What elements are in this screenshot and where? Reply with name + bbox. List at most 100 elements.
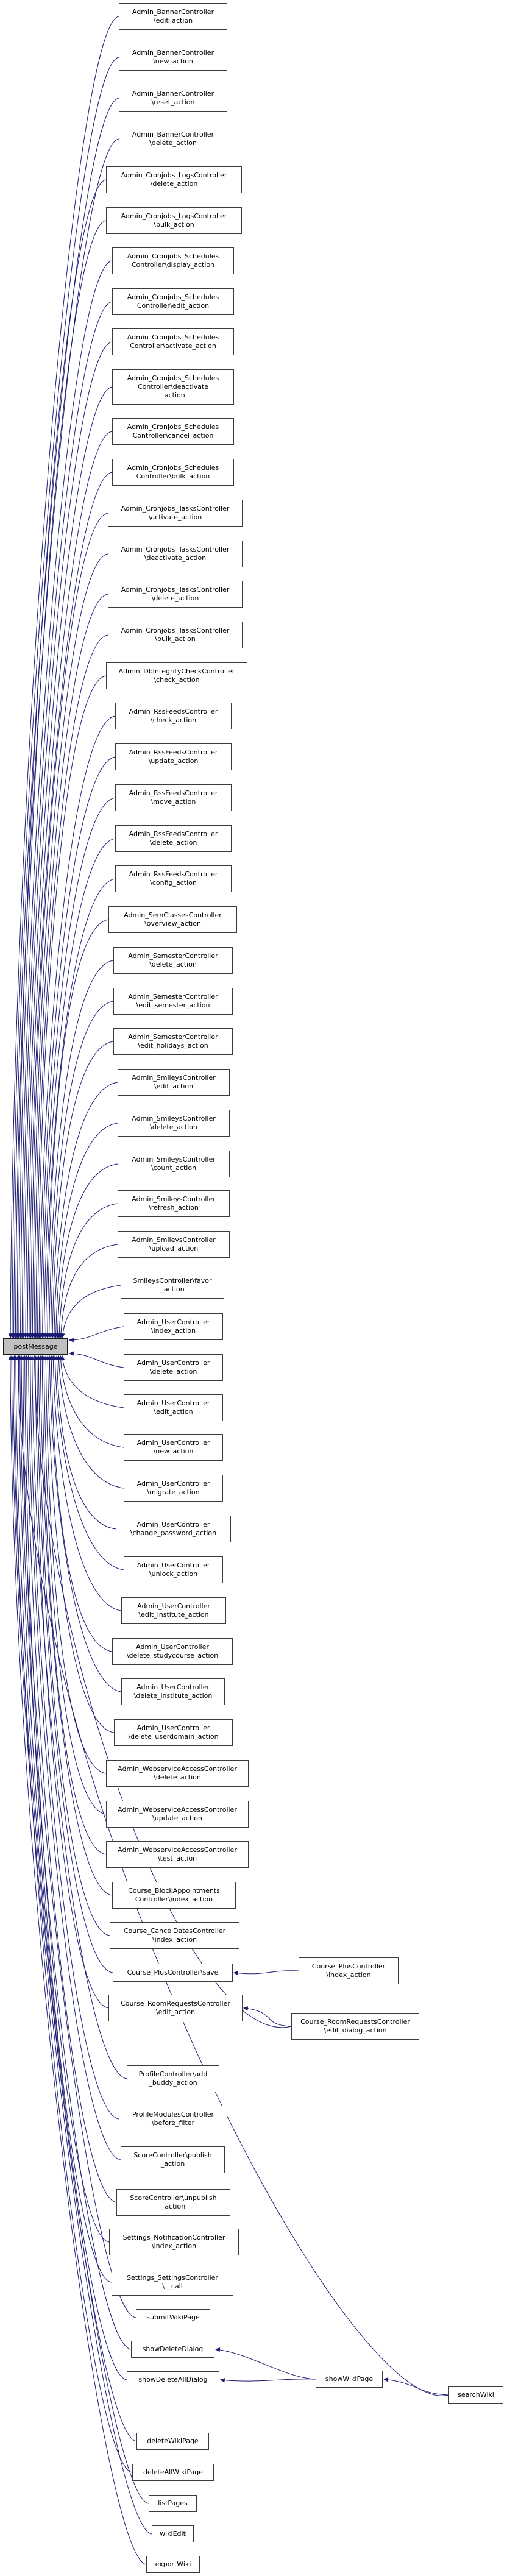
graph-node-n62[interactable]: listPages [149,2495,197,2512]
graph-node-n26[interactable]: Admin_SemesterController \edit_holidays_… [113,1028,233,1055]
edge [25,431,113,1339]
graph-node-n28[interactable]: Admin_SmileysController \delete_action [118,1110,230,1137]
edge [49,1355,113,1652]
edge [10,1355,149,2504]
graph-node-n36[interactable]: Admin_UserController \new_action [124,1434,223,1461]
edge [9,1355,152,2535]
graph-node-n22[interactable]: Admin_RssFeedsController \config_action [115,865,232,892]
edge [55,1163,118,1339]
graph-node-n56[interactable]: Settings_SettingsController \__call [112,2269,233,2296]
graph-node-n67[interactable]: showWikiPage [316,2371,383,2388]
graph-node-n4[interactable]: Admin_BannerController \delete_action [119,126,227,152]
graph-node-n37[interactable]: Admin_UserController \migrate_action [124,1475,223,1502]
edge [8,1355,147,2565]
graph-node-n11[interactable]: Admin_Cronjobs_Schedules Controller\canc… [112,418,234,445]
edge [23,386,113,1339]
graph-node-n39[interactable]: Admin_UserController \unlock_action [124,1556,223,1583]
graph-node-n9[interactable]: Admin_Cronjobs_Schedules Controller\acti… [112,328,234,355]
graph-node-n2[interactable]: Admin_BannerController \new_action [119,44,227,71]
edge [57,1203,118,1339]
edge [68,1351,124,1368]
graph-node-n68[interactable]: searchWiki [448,2386,503,2404]
edge [38,756,116,1339]
graph-node-n24[interactable]: Admin_SemesterController \delete_action [113,947,233,974]
graph-node-n54[interactable]: ScoreController\unpublish _action [116,2189,230,2216]
graph-node-n30[interactable]: Admin_SmileysController \refresh_action [118,1190,230,1217]
graph-node-n34[interactable]: Admin_UserController \delete_action [124,1354,223,1381]
graph-node-n61[interactable]: deleteAllWikiPage [132,2464,214,2481]
edge [13,138,119,1339]
graph-node-n16[interactable]: Admin_Cronjobs_TasksController \bulk_act… [108,622,243,648]
edge [10,57,119,1339]
graph-node-n53[interactable]: ScoreController\publish _action [121,2146,225,2173]
graph-node-n40[interactable]: Admin_UserController \edit_institute_act… [121,1597,226,1624]
edge [27,472,113,1339]
graph-node-n65[interactable]: Course_PlusController \index_action [299,1957,399,1984]
edge [12,98,119,1339]
graph-node-n55[interactable]: Settings_NotificationController \index_a… [109,2229,239,2255]
graph-node-n43[interactable]: Admin_UserController \delete_userdomain_… [114,1719,233,1746]
graph-node-n60[interactable]: deleteWikiPage [136,2433,209,2450]
graph-node-n51[interactable]: ProfileController\add _buddy_action [127,2065,219,2092]
edge [60,1355,124,1408]
graph-node-n33[interactable]: Admin_UserController \index_action [124,1313,223,1340]
graph-node-n15[interactable]: Admin_Cronjobs_TasksController \delete_a… [108,581,243,608]
graph-node-n48[interactable]: Course_CancelDatesController \index_acti… [110,1922,239,1949]
graph-node-n19[interactable]: Admin_RssFeedsController \update_action [115,743,232,770]
edge [34,1355,113,1973]
graph-node-n59[interactable]: showDeleteAllDialog [127,2371,219,2388]
edge [45,1355,115,1733]
graph-node-n64[interactable]: exportWiki [146,2556,200,2573]
graph-node-n29[interactable]: Admin_SmileysController \count_action [118,1151,230,1177]
edge [8,16,119,1339]
graph-node-n1[interactable]: Admin_BannerController \edit_action [119,3,227,30]
graph-node-n14[interactable]: Admin_Cronjobs_TasksController \deactiva… [108,541,243,567]
graph-node-n63[interactable]: wikiEdit [152,2525,194,2542]
graph-node-n44[interactable]: Admin_WebserviceAccessController \delete… [106,1760,249,1787]
graph-node-n46[interactable]: Admin_WebserviceAccessController \test_a… [106,1841,249,1868]
graph-node-n8[interactable]: Admin_Cronjobs_Schedules Controller\edit… [112,288,234,315]
graph-node-n49[interactable]: Course_PlusController\save [113,1964,233,1982]
graph-node-n32[interactable]: SmileysController\favor _action [121,1272,224,1299]
edge [24,1355,117,2203]
graph-node-n66[interactable]: Course_RoomRequestsController \edit_dial… [291,2013,419,2040]
graph-node-n12[interactable]: Admin_Cronjobs_Schedules Controller\bulk… [112,459,234,486]
graph-node-n35[interactable]: Admin_UserController \edit_action [124,1394,223,1421]
graph-node-n20[interactable]: Admin_RssFeedsController \move_action [115,784,232,811]
graph-node-n47[interactable]: Course_BlockAppointments Controller\inde… [112,1882,236,1909]
edge [58,1355,124,1448]
edge [19,1355,136,2318]
graph-node-n42[interactable]: Admin_UserController \delete_institute_a… [121,1678,225,1705]
graph-node-n5[interactable]: Admin_Cronjobs_LogsController \delete_ac… [106,166,242,193]
edge [219,2378,316,2383]
graph-node-n41[interactable]: Admin_UserController \delete_studycourse… [112,1638,233,1665]
graph-node-n58[interactable]: showDeleteDialog [131,2341,214,2358]
graph-node-n18[interactable]: Admin_RssFeedsController \check_action [115,703,232,729]
graph-node-n31[interactable]: Admin_SmileysController \upload_action [118,1231,230,1258]
edge [243,2006,292,2027]
graph-node-n52[interactable]: ProfileModulesController \before_filter [119,2106,227,2132]
edge [30,1355,127,2079]
graph-node-n38[interactable]: Admin_UserController \change_password_ac… [116,1516,231,1542]
graph-node-n57[interactable]: submitWikiPage [136,2309,210,2326]
graph-node-n10[interactable]: Admin_Cronjobs_Schedules Controller\deac… [112,369,234,405]
edge [52,1082,118,1339]
edge [58,1244,118,1339]
postmessage-root-node: postMessage [3,1338,68,1355]
graph-node-n3[interactable]: Admin_BannerController \reset_action [119,85,227,112]
graph-node-n50[interactable]: Course_RoomRequestsController \edit_acti… [108,1995,243,2021]
graph-node-n7[interactable]: Admin_Cronjobs_Schedules Controller\disp… [112,247,234,274]
graph-node-n6[interactable]: Admin_Cronjobs_LogsController \bulk_acti… [106,207,242,234]
graph-node-n17[interactable]: Admin_DbIntegrityCheckController \check_… [106,662,247,689]
graph-node-n21[interactable]: Admin_RssFeedsController \delete_action [115,825,232,852]
graph-node-n45[interactable]: Admin_WebserviceAccessController \update… [106,1801,249,1828]
edge [45,919,109,1339]
edge [18,1355,132,2350]
graph-node-n13[interactable]: Admin_Cronjobs_TasksController \activate… [108,500,243,527]
graph-node-n25[interactable]: Admin_SemesterController \edit_semester_… [113,988,233,1015]
edge [18,260,113,1339]
graph-node-n23[interactable]: Admin_SemClassesController \overview_act… [108,906,237,933]
graph-node-n27[interactable]: Admin_SmileysController \edit_action [118,1069,230,1096]
